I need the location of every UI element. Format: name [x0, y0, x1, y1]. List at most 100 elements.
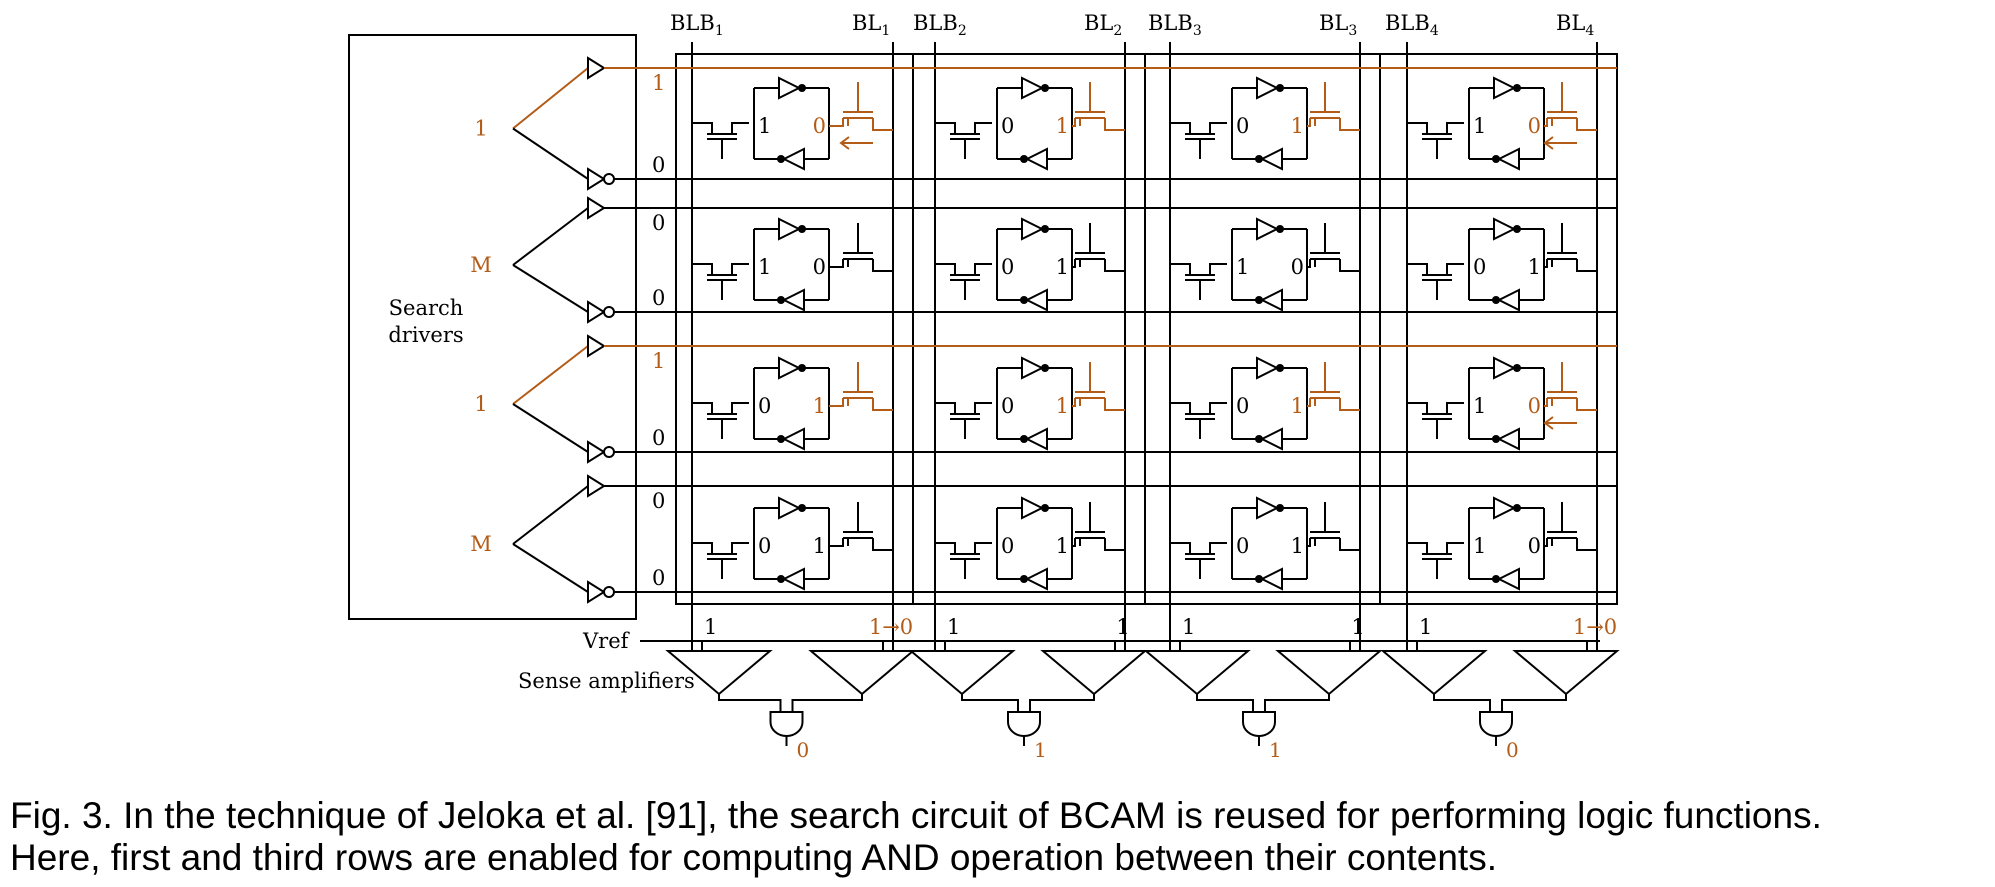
inverter-top	[778, 76, 802, 100]
node-dot	[1492, 296, 1500, 304]
gate-wire	[1196, 694, 1254, 712]
driver-branch-top	[512, 485, 589, 545]
search-transistor	[1310, 223, 1360, 272]
sense-amplifier-blb	[1143, 650, 1251, 696]
inverter-bottom	[1496, 147, 1520, 171]
node-dot	[1513, 84, 1521, 92]
search-gate-wire	[1307, 538, 1311, 547]
search-transistor	[1310, 82, 1360, 131]
search-gate-wire	[1544, 398, 1548, 407]
array-frame	[675, 53, 1618, 605]
blb-subscript: 3	[1193, 23, 1202, 39]
stored-value-right: 0	[813, 255, 826, 279]
blb-subscript: 2	[958, 23, 967, 39]
stored-value-left: 1	[1473, 534, 1486, 558]
node-dot	[1041, 504, 1049, 512]
inverter-bottom	[781, 427, 805, 451]
inverter-bubble	[603, 173, 615, 185]
vref-label: Vref	[582, 629, 631, 653]
driver-label: 1	[474, 117, 487, 141]
access-transistor	[935, 542, 992, 579]
node-dot	[1492, 435, 1500, 443]
bl-header: BL2	[1084, 11, 1122, 39]
node-dot	[1041, 364, 1049, 372]
blb-header: BLB3	[1148, 11, 1202, 39]
stored-value-right: 1	[1291, 534, 1304, 558]
stored-value-left: 0	[1473, 255, 1486, 279]
node-dot	[1492, 575, 1500, 583]
stored-value-left: 0	[1236, 534, 1249, 558]
gate-wire	[791, 694, 863, 712]
search-gate-wire	[1072, 398, 1076, 407]
wlb-value: 0	[652, 426, 665, 450]
inverter-top	[1493, 217, 1517, 241]
node-dot	[1276, 225, 1284, 233]
gate-wire	[1264, 694, 1330, 712]
inverter-bottom	[1259, 147, 1283, 171]
and-gate	[1479, 711, 1513, 737]
inverter-bottom	[1496, 427, 1520, 451]
gate-wire	[1501, 694, 1567, 712]
sense-amplifiers-label: Sense amplifiers	[518, 669, 695, 693]
inverter-bubble	[603, 306, 615, 318]
inverter-top	[1256, 76, 1280, 100]
node-dot	[1041, 225, 1049, 233]
search-gate-wire	[1544, 118, 1548, 127]
access-transistor	[1170, 402, 1227, 439]
access-transistor	[1407, 402, 1464, 439]
stored-value-right: 1	[813, 394, 826, 418]
column-4: BLB4 BL4 1 1→0 0	[1380, 11, 1620, 762]
node-dot	[1020, 296, 1028, 304]
caption-line-2: Here, first and third rows are enabled f…	[10, 837, 1497, 878]
search-gate-wire	[1544, 538, 1548, 547]
search-transistor	[843, 223, 893, 272]
node-dot	[1020, 435, 1028, 443]
node-dot	[1020, 575, 1028, 583]
wl-value: 1	[652, 349, 665, 373]
inverter-top	[1493, 76, 1517, 100]
node-dot	[1255, 296, 1263, 304]
inverter-top	[778, 356, 802, 380]
node-dot	[1513, 504, 1521, 512]
node-dot	[1513, 364, 1521, 372]
stored-value-left: 0	[1236, 114, 1249, 138]
node-dot	[798, 504, 806, 512]
stored-value-right: 1	[1291, 114, 1304, 138]
access-transistor	[935, 402, 992, 439]
caption-line-1: Fig. 3. In the technique of Jeloka et al…	[10, 795, 1822, 836]
driver-branch-top	[512, 67, 589, 130]
blb-header: BLB2	[913, 11, 967, 39]
node-dot	[777, 435, 785, 443]
discharge-arrow	[1543, 416, 1577, 430]
inverter-bottom	[1024, 147, 1048, 171]
search-gate-wire	[829, 538, 844, 547]
stored-value-left: 1	[758, 114, 771, 138]
sense-amplifier-bl	[1512, 650, 1620, 696]
bl-value: 1	[1116, 615, 1129, 639]
column-2: BLB2 BL2 1 1 1	[908, 11, 1148, 762]
inverter-bottom	[1024, 427, 1048, 451]
access-transistor	[692, 263, 749, 300]
stored-value-right: 1	[1056, 255, 1069, 279]
search-drivers-box	[348, 34, 637, 620]
stored-value-left: 1	[758, 255, 771, 279]
access-transistor	[935, 263, 992, 300]
inverter-top	[1256, 356, 1280, 380]
driver-inverter	[587, 167, 606, 191]
search-transistor	[843, 502, 893, 551]
access-transistor	[1170, 122, 1227, 159]
driver-label: 1	[474, 392, 487, 416]
stored-value-left: 0	[1001, 534, 1014, 558]
driver-branch-top	[512, 207, 589, 266]
search-transistor	[1075, 82, 1125, 131]
node-dot	[1255, 575, 1263, 583]
node-dot	[1513, 225, 1521, 233]
